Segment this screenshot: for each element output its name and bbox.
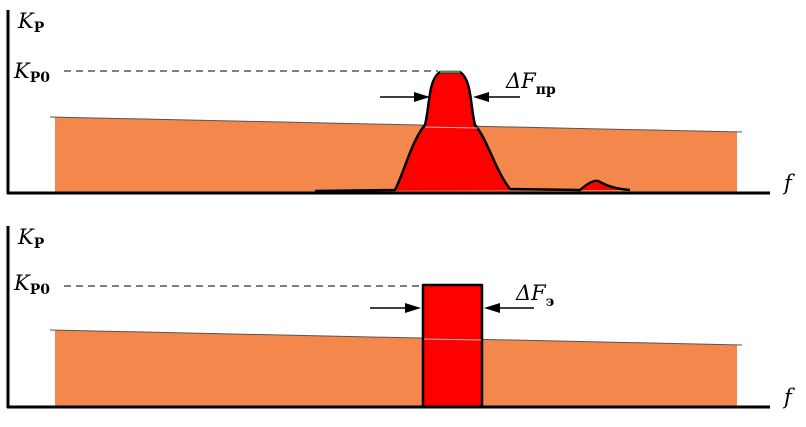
top-noise-spectrum <box>55 117 737 193</box>
top-bw-arrowhead-right <box>473 92 489 102</box>
top-noise-edge <box>49 116 743 133</box>
top-y-axis-label: KP <box>17 9 45 36</box>
top-bw-arrowhead-left <box>414 92 430 102</box>
top-real-response <box>314 70 631 193</box>
bottom-bw-arrowhead-right <box>484 303 500 313</box>
bottom-y-axis-label: KP <box>17 225 45 252</box>
bottom-equivalent-response <box>421 283 484 409</box>
bottom-noise-edge-through <box>423 338 482 341</box>
bottom-bw-arrowhead-left <box>405 303 421 313</box>
bottom-bandwidth-label: ΔFэ <box>515 281 554 310</box>
top-x-axis-label: f <box>782 171 795 195</box>
bottom-panel: KP KP0 ΔFэ f <box>6 225 795 409</box>
bottom-level-label: KP0 <box>13 271 50 298</box>
top-noise-edge-through <box>424 126 479 129</box>
bottom-noise-spectrum <box>55 330 737 407</box>
bottom-x-axis-label: f <box>782 385 795 409</box>
top-level-label: KP0 <box>13 59 50 86</box>
top-bandwidth-label: ΔFпр <box>505 69 556 98</box>
top-panel: KP KP0 ΔFпр f <box>6 9 795 195</box>
bottom-noise-edge <box>49 329 743 346</box>
